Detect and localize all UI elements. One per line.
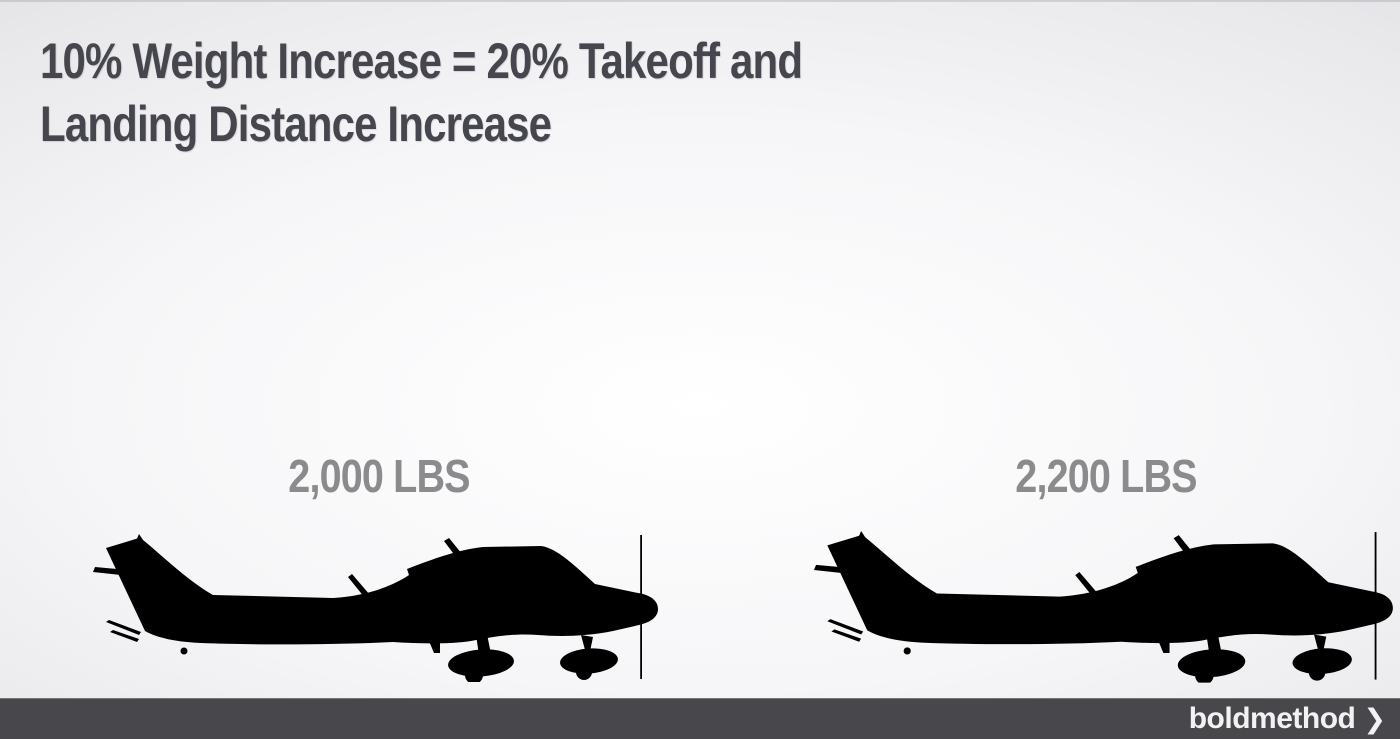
footer-bar: boldmethod ❯ (0, 698, 1400, 739)
airplane-silhouette-icon (814, 529, 1398, 683)
chevron-right-icon: ❯ (1363, 703, 1386, 735)
page-title: 10% Weight Increase = 20% Takeoff and La… (40, 30, 803, 156)
weight-label-left: 2,000 LBS (288, 450, 470, 502)
airplane-silhouette-icon (93, 532, 663, 682)
airplane-left-group (93, 532, 663, 687)
brand-logo-text: boldmethod (1188, 702, 1356, 735)
top-edge-line (0, 0, 1400, 2)
title-line-2: Landing Distance Increase (40, 96, 552, 152)
weight-label-right: 2,200 LBS (1015, 450, 1197, 502)
airplane-right-group (814, 529, 1398, 688)
title-line-1: 10% Weight Increase = 20% Takeoff and (40, 33, 803, 89)
